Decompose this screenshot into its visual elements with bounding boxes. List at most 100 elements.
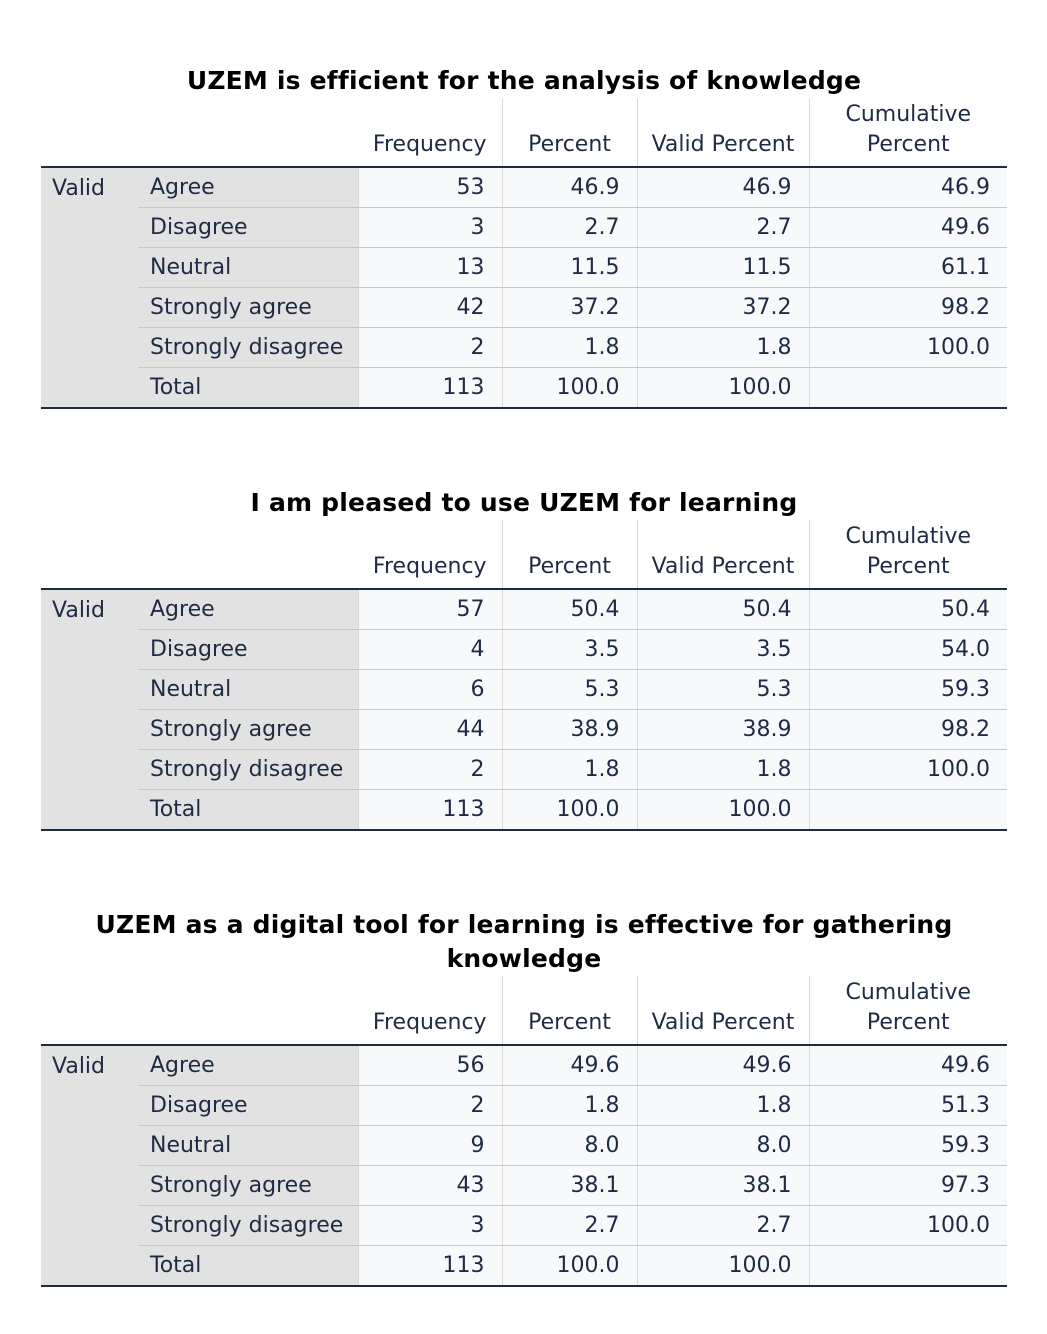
cell-percent: 46.9 <box>501 167 637 208</box>
cell-valid-percent: 38.1 <box>636 1165 809 1206</box>
cell-percent: 8.0 <box>501 1125 637 1166</box>
header-cumulative-line1: Cumulative <box>845 980 972 1005</box>
cell-cumulative-percent <box>808 367 1007 409</box>
table-grid: Frequency Percent Valid Percent Cumulati… <box>41 98 1007 409</box>
header-frequency: Frequency <box>372 554 487 579</box>
cell-frequency: 2 <box>357 749 502 790</box>
group-label: Valid <box>41 167 138 409</box>
header-row: Frequency Percent Valid Percent Cumulati… <box>41 976 1007 1045</box>
cell-frequency: 6 <box>357 669 502 710</box>
row-label: Strongly agree <box>138 1165 358 1206</box>
cell-cumulative-percent: 59.3 <box>808 1125 1007 1166</box>
header-blank <box>41 98 138 167</box>
table-row: Strongly agree 42 37.2 37.2 98.2 <box>41 287 1007 328</box>
header-blank <box>138 520 358 589</box>
cell-cumulative-percent: 49.6 <box>808 207 1007 248</box>
frequency-table-2: I am pleased to use UZEM for learning Fr… <box>41 486 1007 831</box>
cell-cumulative-percent: 51.3 <box>808 1085 1007 1126</box>
table-row-total: Total 113 100.0 100.0 <box>41 1245 1007 1287</box>
header-cumulative-line1: Cumulative <box>845 102 972 127</box>
cell-frequency: 42 <box>357 287 502 328</box>
table-row: Strongly disagree 2 1.8 1.8 100.0 <box>41 327 1007 368</box>
cell-valid-percent: 37.2 <box>636 287 809 328</box>
row-label: Total <box>138 1245 358 1287</box>
cell-valid-percent: 38.9 <box>636 709 809 750</box>
header-cumulative-percent: Cumulative Percent <box>808 98 1007 167</box>
table-row: Valid Agree 53 46.9 46.9 46.9 <box>41 167 1007 409</box>
cell-frequency: 4 <box>357 629 502 670</box>
row-label: Agree <box>138 1045 358 1086</box>
table-row-total: Total 113 100.0 100.0 <box>41 367 1007 409</box>
header-percent: Percent <box>501 976 637 1045</box>
frequency-table-3: UZEM as a digital tool for learning is e… <box>41 908 1007 1287</box>
cell-percent: 1.8 <box>501 327 637 368</box>
table-row: Strongly disagree 3 2.7 2.7 100.0 <box>41 1205 1007 1246</box>
cell-valid-percent: 100.0 <box>636 789 809 831</box>
cell-valid-percent: 49.6 <box>636 1045 809 1086</box>
cell-percent: 50.4 <box>501 589 637 630</box>
table-row: Strongly agree 43 38.1 38.1 97.3 <box>41 1165 1007 1206</box>
cell-valid-percent: 2.7 <box>636 207 809 248</box>
header-blank <box>138 98 358 167</box>
row-label: Neutral <box>138 247 358 288</box>
cell-valid-percent: 50.4 <box>636 589 809 630</box>
row-label: Disagree <box>138 207 358 248</box>
table-title: UZEM is efficient for the analysis of kn… <box>186 66 862 95</box>
cell-valid-percent: 100.0 <box>636 1245 809 1287</box>
table-row: Disagree 4 3.5 3.5 54.0 <box>41 629 1007 670</box>
table-row: Strongly agree 44 38.9 38.9 98.2 <box>41 709 1007 750</box>
row-label: Strongly disagree <box>138 749 358 790</box>
cell-valid-percent: 100.0 <box>636 367 809 409</box>
cell-frequency: 13 <box>357 247 502 288</box>
cell-percent: 38.9 <box>501 709 637 750</box>
table-row: Valid Agree 56 49.6 49.6 49.6 <box>41 1045 1007 1287</box>
cell-percent: 100.0 <box>501 1245 637 1287</box>
table-grid: Frequency Percent Valid Percent Cumulati… <box>41 976 1007 1287</box>
header-cumulative-line2: Percent <box>866 554 950 579</box>
table-title: UZEM as a digital tool for learning is e… <box>95 910 953 973</box>
row-label: Strongly agree <box>138 709 358 750</box>
header-blank <box>138 976 358 1045</box>
header-valid-percent: Valid Percent <box>636 520 809 589</box>
row-label: Neutral <box>138 1125 358 1166</box>
table-row-total: Total 113 100.0 100.0 <box>41 789 1007 831</box>
cell-frequency: 57 <box>357 589 502 630</box>
header-percent: Percent <box>501 520 637 589</box>
row-label: Agree <box>138 167 358 208</box>
cell-frequency: 56 <box>357 1045 502 1086</box>
header-cumulative-line1: Cumulative <box>845 524 972 549</box>
cell-valid-percent: 1.8 <box>636 749 809 790</box>
row-label: Total <box>138 367 358 409</box>
row-label: Strongly agree <box>138 287 358 328</box>
cell-percent: 49.6 <box>501 1045 637 1086</box>
row-label: Total <box>138 789 358 831</box>
header-percent: Percent <box>501 98 637 167</box>
header-frequency: Frequency <box>372 1010 487 1035</box>
header-valid-percent: Valid Percent <box>636 98 809 167</box>
cell-percent: 1.8 <box>501 1085 637 1126</box>
cell-valid-percent: 3.5 <box>636 629 809 670</box>
cell-cumulative-percent: 100.0 <box>808 327 1007 368</box>
cell-percent: 1.8 <box>501 749 637 790</box>
cell-frequency: 44 <box>357 709 502 750</box>
cell-cumulative-percent: 59.3 <box>808 669 1007 710</box>
cell-cumulative-percent: 54.0 <box>808 629 1007 670</box>
row-label: Agree <box>138 589 358 630</box>
header-valid-percent: Valid Percent <box>636 976 809 1045</box>
cell-percent: 3.5 <box>501 629 637 670</box>
header-cumulative-line2: Percent <box>866 1010 950 1035</box>
cell-cumulative-percent: 98.2 <box>808 709 1007 750</box>
cell-valid-percent: 5.3 <box>636 669 809 710</box>
header-cumulative-percent: Cumulative Percent <box>808 520 1007 589</box>
cell-cumulative-percent: 50.4 <box>808 589 1007 630</box>
cell-cumulative-percent: 98.2 <box>808 287 1007 328</box>
header-cumulative-line2: Percent <box>866 132 950 157</box>
cell-frequency: 113 <box>357 367 502 409</box>
cell-valid-percent: 11.5 <box>636 247 809 288</box>
cell-cumulative-percent <box>808 1245 1007 1287</box>
cell-percent: 100.0 <box>501 789 637 831</box>
cell-frequency: 113 <box>357 1245 502 1287</box>
cell-cumulative-percent <box>808 789 1007 831</box>
cell-cumulative-percent: 100.0 <box>808 1205 1007 1246</box>
table-row: Disagree 2 1.8 1.8 51.3 <box>41 1085 1007 1126</box>
